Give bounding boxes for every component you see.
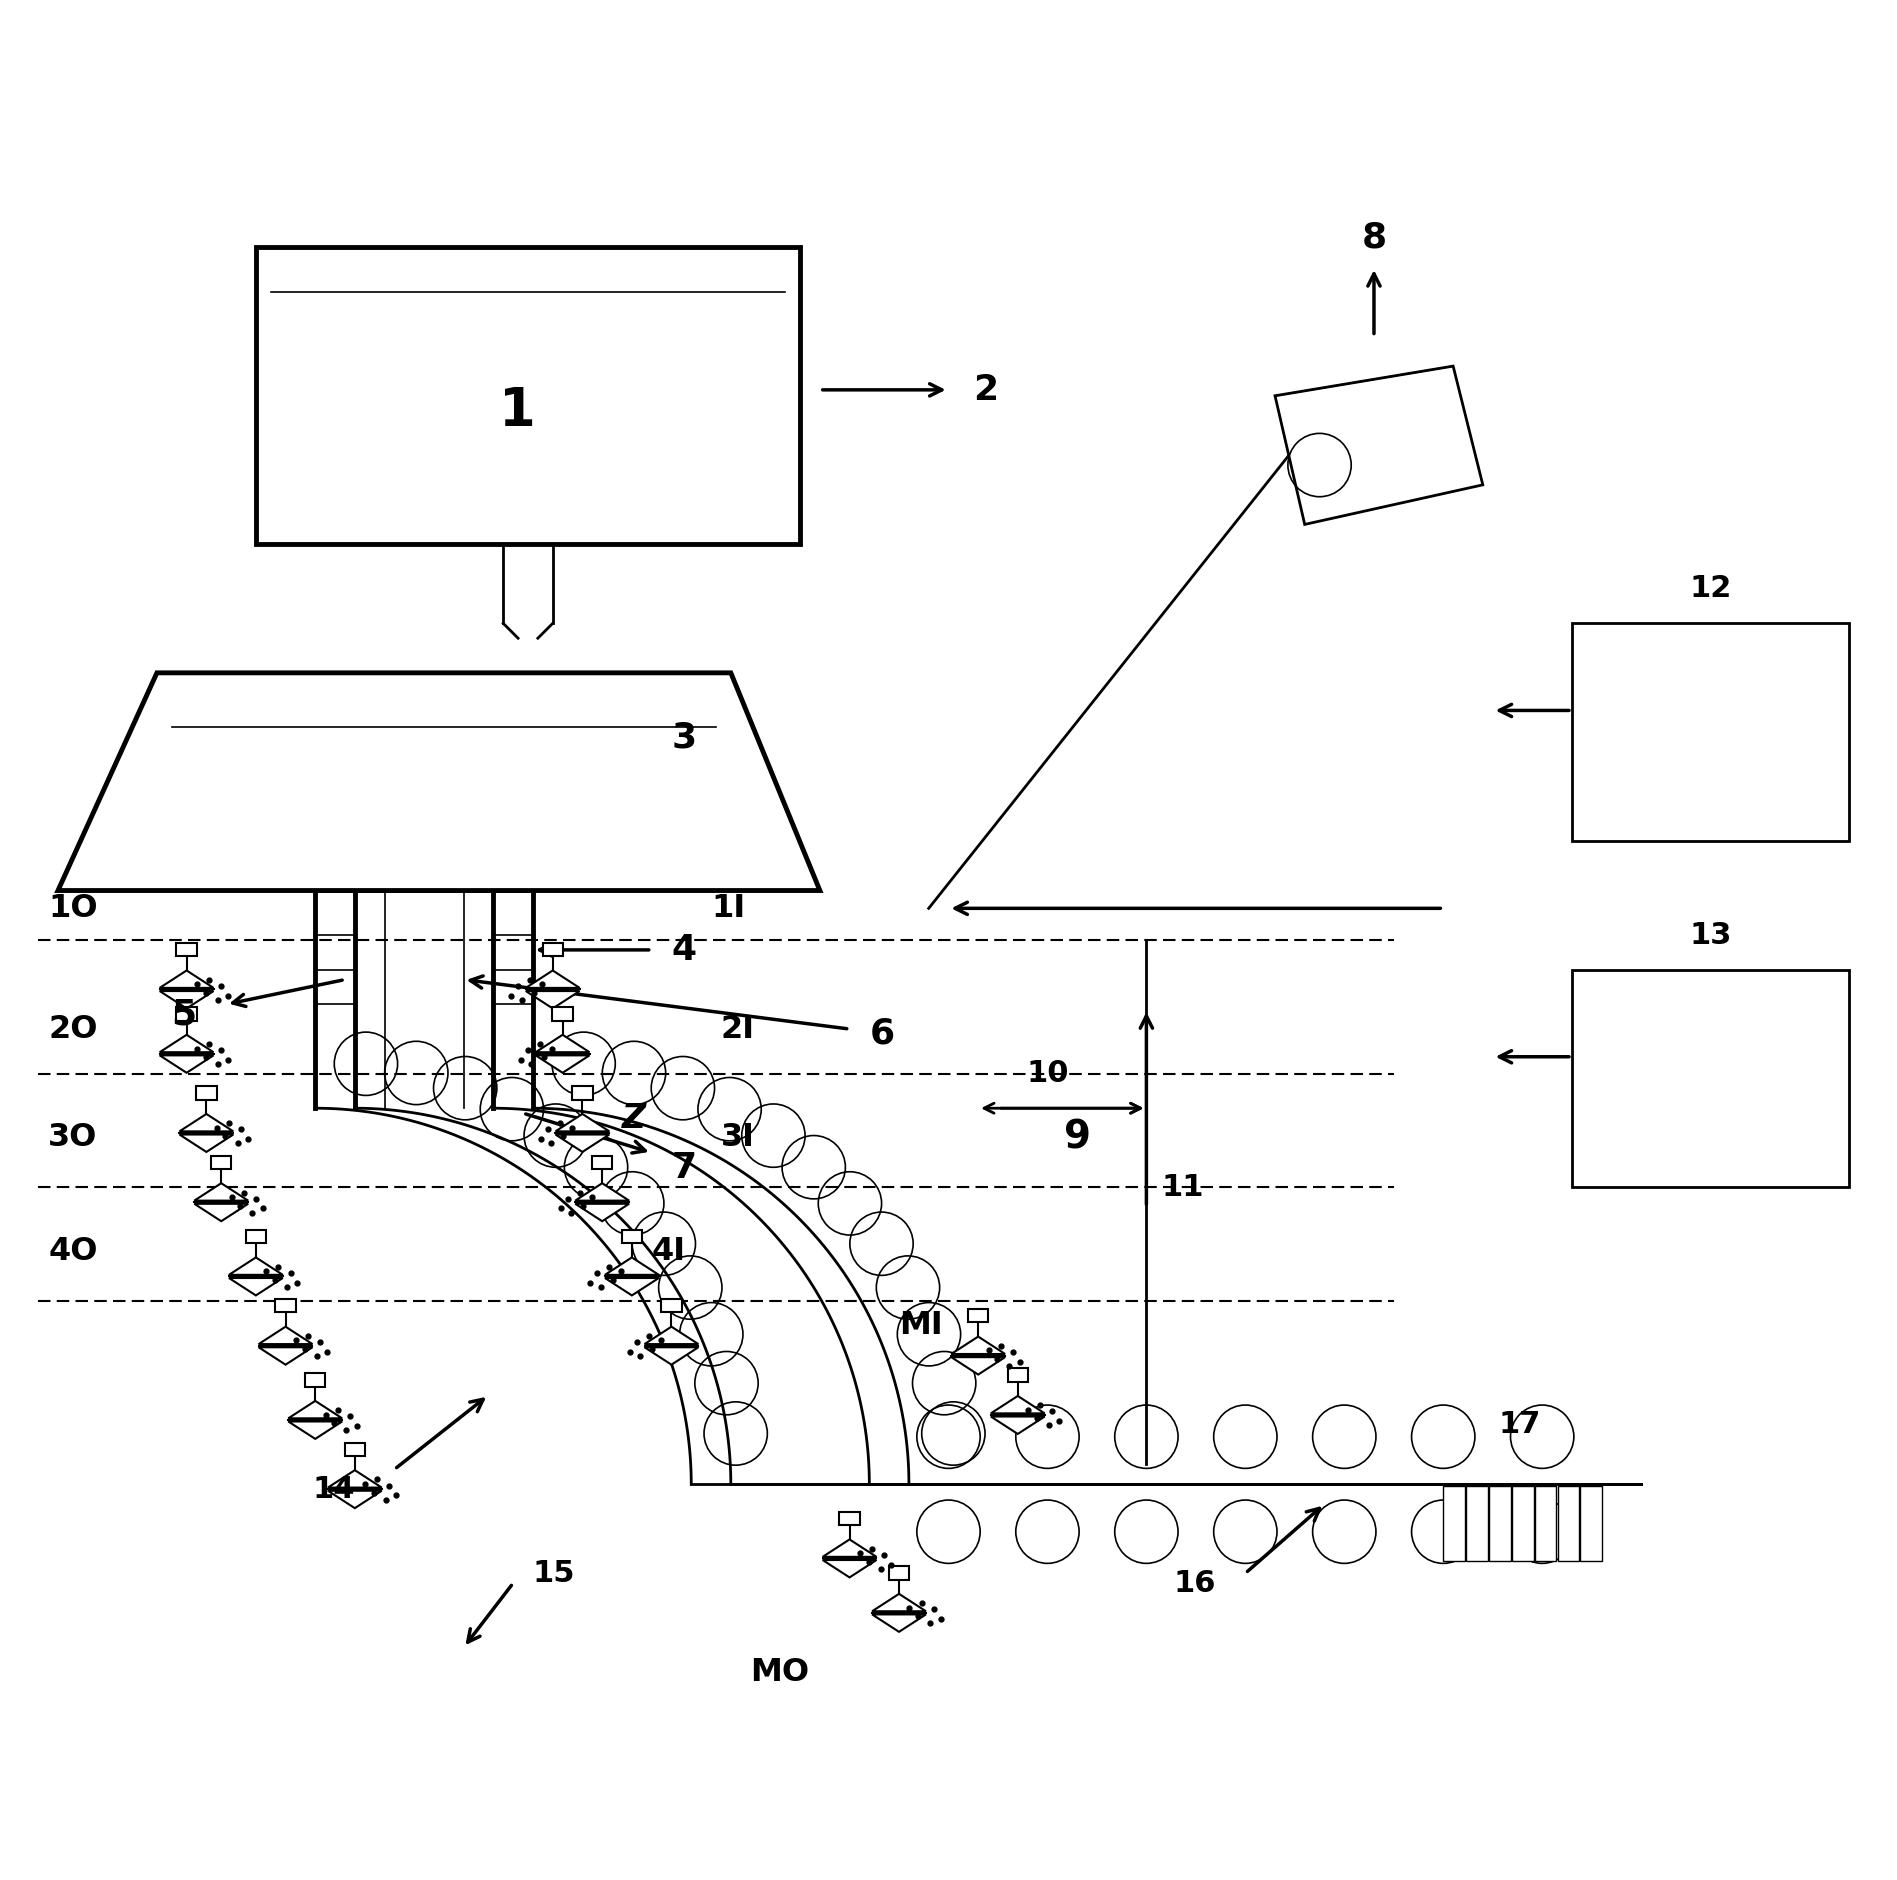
Text: 12: 12 xyxy=(1688,573,1732,603)
Polygon shape xyxy=(59,673,820,891)
Polygon shape xyxy=(823,1540,876,1557)
Text: 1I: 1I xyxy=(711,893,746,923)
Polygon shape xyxy=(288,1401,341,1418)
Bar xyxy=(622,1230,641,1243)
Bar xyxy=(573,1087,592,1100)
Text: 16: 16 xyxy=(1172,1568,1216,1598)
Bar xyxy=(1573,624,1850,840)
Polygon shape xyxy=(159,1034,214,1053)
Text: 7: 7 xyxy=(672,1151,696,1184)
Bar xyxy=(890,1566,909,1579)
Polygon shape xyxy=(193,1203,249,1222)
Polygon shape xyxy=(258,1327,313,1344)
Text: 5: 5 xyxy=(171,996,197,1032)
Text: 3I: 3I xyxy=(721,1122,755,1154)
Bar xyxy=(176,944,197,957)
Bar xyxy=(1489,1487,1510,1562)
Bar xyxy=(552,1008,573,1021)
Polygon shape xyxy=(159,970,214,987)
Bar xyxy=(543,944,563,957)
Bar xyxy=(1007,1369,1028,1382)
Bar xyxy=(1512,1487,1533,1562)
Text: 1O: 1O xyxy=(47,893,99,923)
Polygon shape xyxy=(159,1055,214,1073)
Polygon shape xyxy=(525,991,580,1008)
Bar xyxy=(176,1008,197,1021)
Text: 3: 3 xyxy=(672,720,696,754)
Polygon shape xyxy=(230,1278,283,1295)
Bar xyxy=(256,248,801,543)
Polygon shape xyxy=(605,1278,658,1295)
Polygon shape xyxy=(575,1203,630,1222)
Text: 9: 9 xyxy=(1064,1119,1091,1156)
Bar xyxy=(1466,1487,1487,1562)
Polygon shape xyxy=(990,1397,1045,1414)
Bar xyxy=(1573,970,1850,1188)
Polygon shape xyxy=(258,1348,313,1365)
Text: 13: 13 xyxy=(1688,921,1732,949)
Polygon shape xyxy=(180,1134,233,1152)
Polygon shape xyxy=(193,1183,249,1201)
Bar xyxy=(967,1308,988,1322)
Polygon shape xyxy=(159,991,214,1008)
Text: 8: 8 xyxy=(1362,220,1387,254)
Bar xyxy=(1444,1487,1464,1562)
Bar xyxy=(195,1087,216,1100)
Polygon shape xyxy=(873,1615,926,1632)
Polygon shape xyxy=(575,1183,630,1201)
Bar xyxy=(1580,1487,1603,1562)
Bar xyxy=(1535,1487,1556,1562)
Polygon shape xyxy=(873,1594,926,1611)
Polygon shape xyxy=(645,1348,698,1365)
Bar xyxy=(1557,1487,1580,1562)
Text: 2I: 2I xyxy=(721,1013,755,1045)
Text: Z: Z xyxy=(622,1102,647,1136)
Text: 4I: 4I xyxy=(653,1237,687,1267)
Text: 4: 4 xyxy=(672,932,696,966)
Text: 4O: 4O xyxy=(47,1237,97,1267)
Polygon shape xyxy=(556,1115,609,1132)
Text: 15: 15 xyxy=(533,1559,575,1589)
Text: MI: MI xyxy=(899,1310,943,1342)
Polygon shape xyxy=(556,1134,609,1152)
Polygon shape xyxy=(1275,367,1483,525)
Text: 3O: 3O xyxy=(47,1122,97,1154)
Polygon shape xyxy=(230,1258,283,1275)
Bar xyxy=(305,1374,326,1387)
Bar xyxy=(838,1512,859,1525)
Polygon shape xyxy=(645,1327,698,1344)
Polygon shape xyxy=(950,1357,1005,1374)
Text: MO: MO xyxy=(751,1656,810,1688)
Polygon shape xyxy=(535,1055,590,1073)
Polygon shape xyxy=(605,1258,658,1275)
Bar xyxy=(345,1442,364,1455)
Text: 1: 1 xyxy=(499,385,535,436)
Text: 2O: 2O xyxy=(47,1013,97,1045)
Text: 6: 6 xyxy=(869,1017,895,1051)
Text: 2: 2 xyxy=(973,372,998,406)
Polygon shape xyxy=(525,970,580,987)
Polygon shape xyxy=(288,1421,341,1438)
Polygon shape xyxy=(823,1560,876,1577)
Text: 11: 11 xyxy=(1161,1173,1205,1201)
Bar xyxy=(247,1230,266,1243)
Polygon shape xyxy=(180,1115,233,1132)
Polygon shape xyxy=(328,1491,381,1508)
Text: 17: 17 xyxy=(1499,1410,1540,1440)
Bar xyxy=(211,1156,231,1169)
Polygon shape xyxy=(950,1337,1005,1354)
Bar xyxy=(275,1299,296,1312)
Bar xyxy=(592,1156,613,1169)
Polygon shape xyxy=(535,1034,590,1053)
Polygon shape xyxy=(990,1416,1045,1434)
Polygon shape xyxy=(328,1470,381,1487)
Text: 10: 10 xyxy=(1026,1058,1068,1089)
Bar xyxy=(662,1299,681,1312)
Text: 14: 14 xyxy=(313,1474,355,1504)
